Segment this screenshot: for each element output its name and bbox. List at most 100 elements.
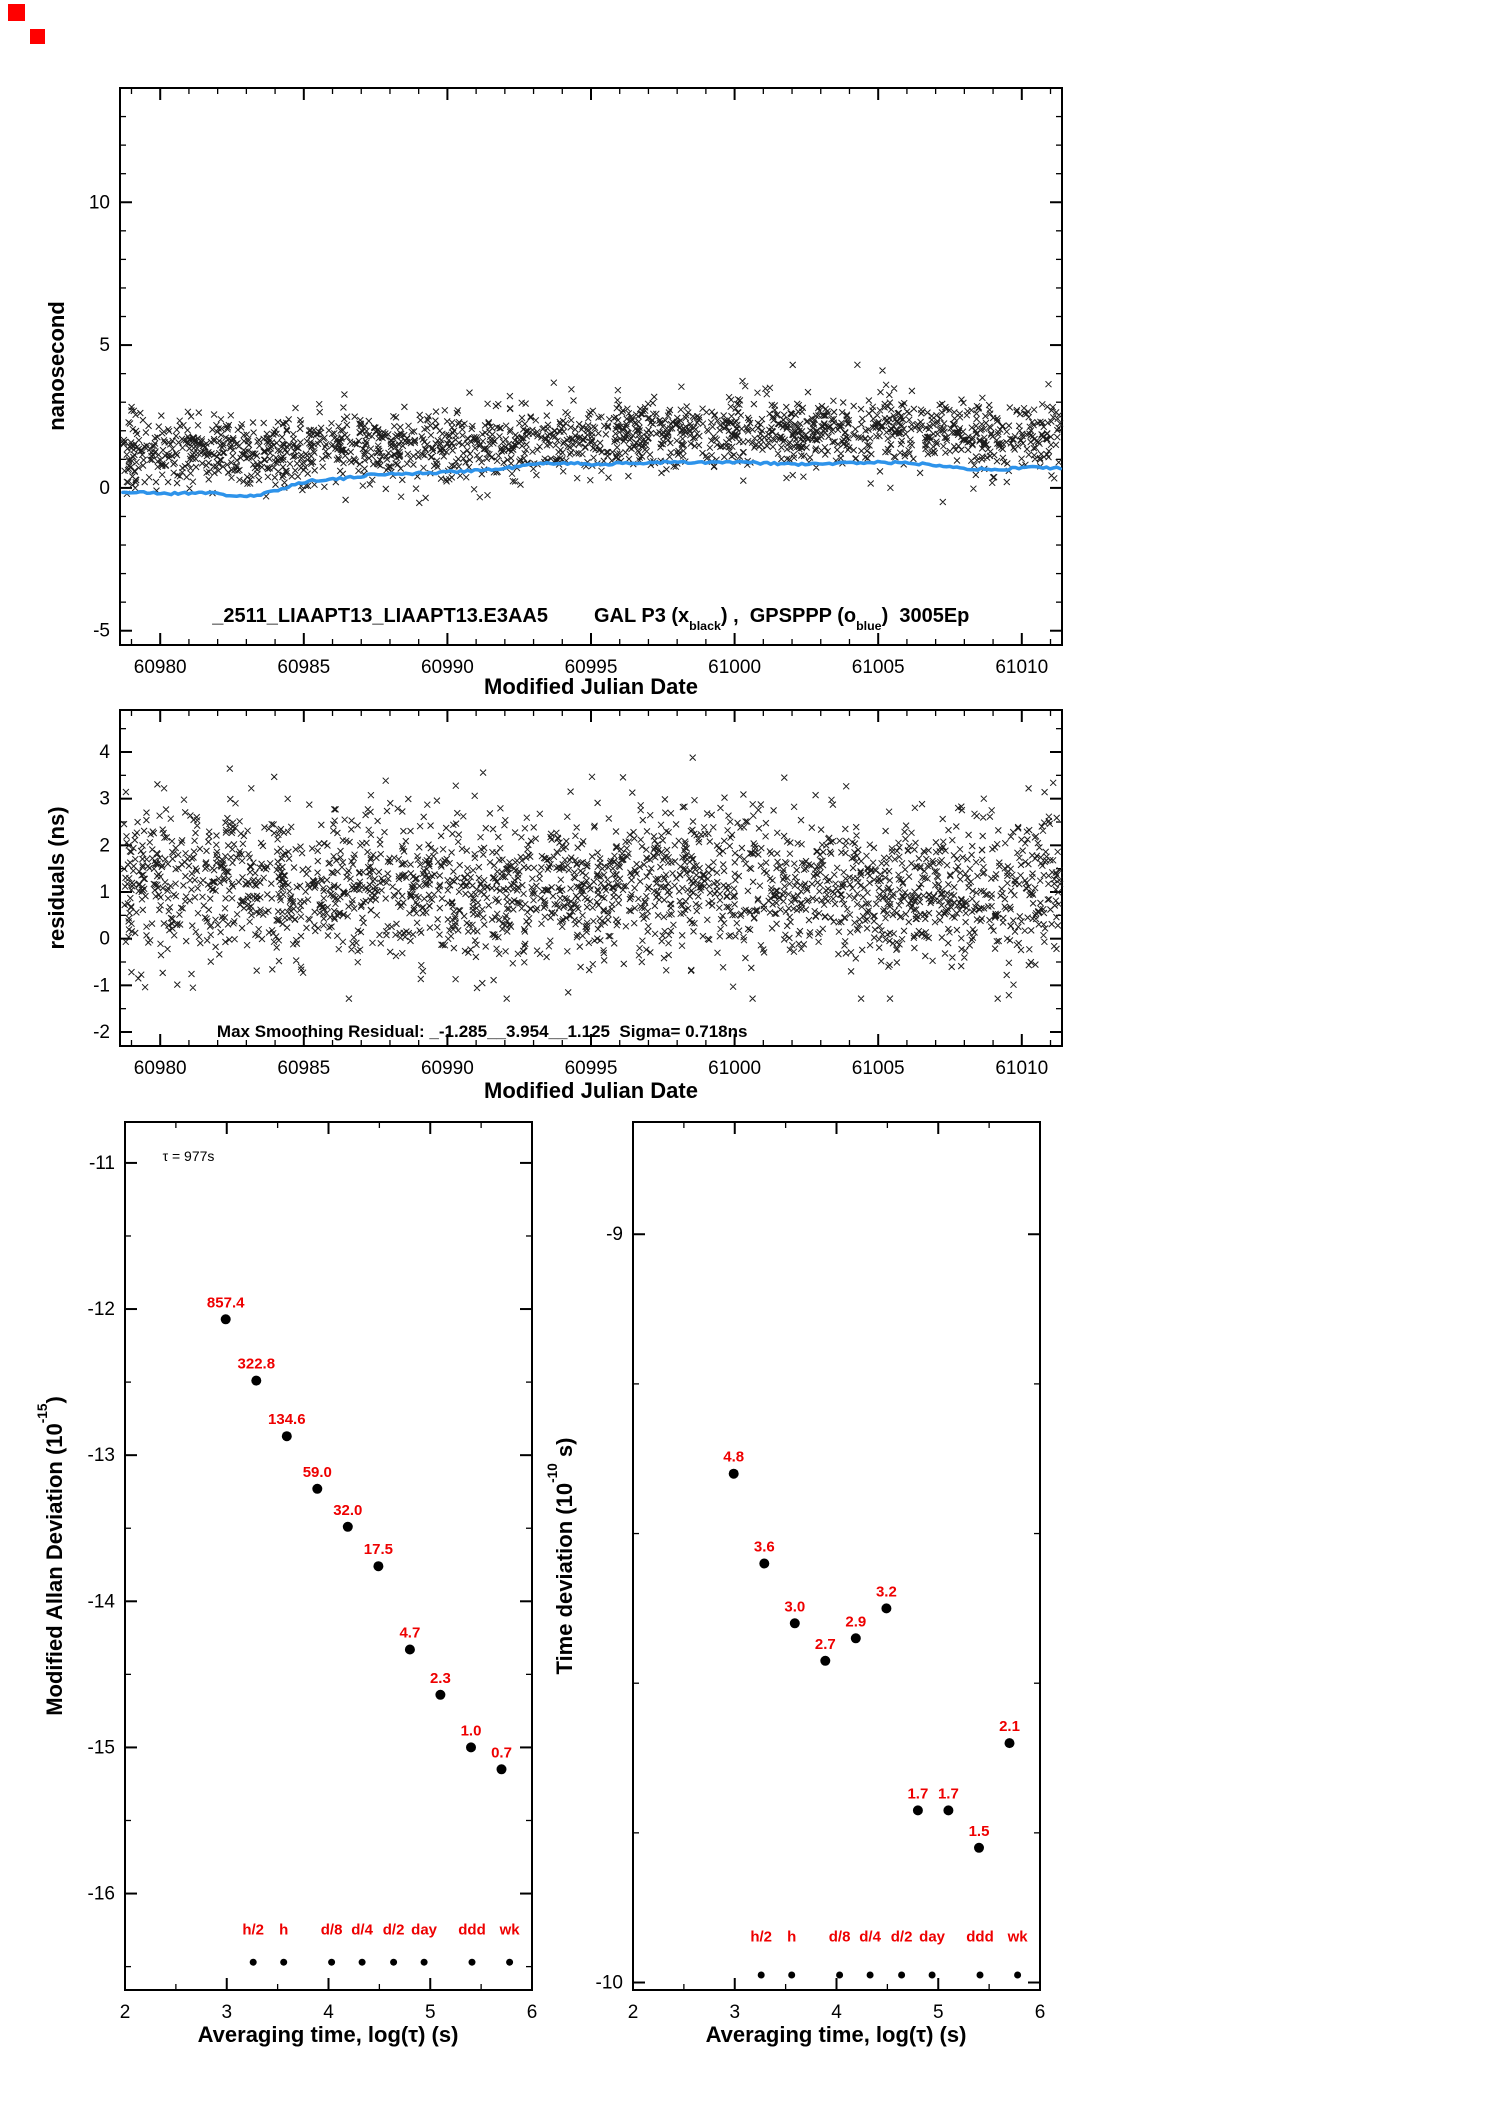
time-marker-label: h xyxy=(787,1928,796,1945)
y-tick-label: -11 xyxy=(89,1153,115,1174)
x-tick-label: 5 xyxy=(933,2002,944,2023)
time-marker-label: h/2 xyxy=(750,1928,772,1945)
deviation-point-label: 3.2 xyxy=(876,1583,897,1600)
x-tick-label: 5 xyxy=(425,2002,436,2023)
deviation-point xyxy=(820,1655,831,1666)
time-marker-dot xyxy=(976,1971,984,1979)
x-tick-label: 4 xyxy=(323,2002,334,2023)
gal-series-sub: black xyxy=(689,619,721,634)
panel-4-plot: 2 3 4 5 6 -10 -9 4.8 3.6 3.0 2.7 2.9 3.2 1.7 1.7 1.5 2.1… xyxy=(596,1121,1046,2023)
corner-mark-2 xyxy=(30,29,45,44)
max-smoothing-residual-text: Max Smoothing Residual: _-1.285__3.954__… xyxy=(216,1022,748,1041)
deviation-point xyxy=(404,1644,415,1655)
deviation-point-label: 4.8 xyxy=(723,1449,744,1466)
time-marker-label: day xyxy=(411,1922,438,1939)
gps-series-sub: blue xyxy=(856,619,882,634)
x-tick-label: 61005 xyxy=(852,657,905,678)
tdev-ylabel-exponent: -10 xyxy=(544,1463,560,1483)
deviation-point-label: 134.6 xyxy=(268,1411,306,1428)
y-tick-label: 5 xyxy=(99,335,110,356)
deviation-point xyxy=(342,1521,353,1532)
panel1-x-axis-label: Modified Julian Date xyxy=(484,674,698,700)
deviation-point-label: 1.0 xyxy=(461,1722,482,1739)
GPSPPP-smoothed-line xyxy=(121,459,1063,499)
y-tick-label: -5 xyxy=(93,621,110,642)
deviation-point xyxy=(943,1805,954,1816)
time-marker-dot xyxy=(788,1971,796,1979)
panel2-annotation: Max Smoothing Residual: _-1.285__3.954__… xyxy=(198,1002,748,1062)
y-tick-label: -1 xyxy=(93,975,110,996)
y-tick-label: -13 xyxy=(88,1445,115,1466)
panel1-annotation: _2511_LIAAPT13_LIAAPT13.E3AA5 GAL P3 (xbl… xyxy=(190,582,969,653)
panel2-y-axis-label: residuals (ns) xyxy=(44,806,70,949)
deviation-point xyxy=(789,1618,800,1629)
time-marker-dot xyxy=(898,1971,906,1979)
y-tick-label: -10 xyxy=(596,1973,623,1994)
time-marker-dot xyxy=(358,1958,366,1966)
time-marker-dot xyxy=(866,1971,874,1979)
x-tick-label: 6 xyxy=(1035,2002,1046,2023)
time-marker-dot xyxy=(928,1971,936,1979)
y-tick-label: -16 xyxy=(88,1884,115,1905)
panel1-x-axis-label-text: Modified Julian Date xyxy=(484,674,698,699)
x-tick-label: 61000 xyxy=(708,657,761,678)
deviation-point-label: 17.5 xyxy=(364,1541,393,1558)
corner-mark-1 xyxy=(8,4,25,21)
tdev-ylabel-close: s) xyxy=(552,1437,578,1464)
y-tick-label: -9 xyxy=(606,1224,623,1245)
y-tick-label: -14 xyxy=(88,1591,116,1612)
deviation-point-label: 1.5 xyxy=(969,1823,990,1840)
panel-3-plot: 2 3 4 5 6 -16 -15 -14 -13 -12 -11 857.4 322.8 134.6 59… xyxy=(88,1121,538,2023)
y-tick-label: 3 xyxy=(99,789,110,810)
time-marker-label: d/2 xyxy=(383,1922,405,1939)
x-tick-label: 4 xyxy=(831,2002,842,2023)
y-tick-label: 4 xyxy=(99,742,110,763)
y-tick-label: 1 xyxy=(99,882,110,903)
deviation-point xyxy=(251,1375,262,1386)
time-marker-dot xyxy=(420,1958,428,1966)
x-tick-label: 61005 xyxy=(852,1058,905,1079)
tau-annotation-text: τ = 977s xyxy=(162,1148,215,1164)
time-marker-dot xyxy=(280,1958,288,1966)
deviation-point xyxy=(912,1805,923,1816)
deviation-point xyxy=(220,1314,231,1325)
time-marker-label: d/8 xyxy=(829,1928,851,1945)
tdev-x-axis-label: Averaging time, log(τ) (s) xyxy=(706,2022,967,2048)
x-tick-label: 60990 xyxy=(421,1058,474,1079)
axes-frame xyxy=(124,1121,533,1991)
time-deviation-y-axis-label: Time deviation (10-10 s) xyxy=(544,1437,578,1675)
panel1-y-axis-label-text: nanosecond xyxy=(44,301,69,431)
deviation-point xyxy=(881,1603,892,1614)
deviation-point-label: 322.8 xyxy=(238,1356,276,1373)
time-marker-dot xyxy=(836,1971,844,1979)
allan-ylabel-close: ) xyxy=(42,1396,68,1404)
time-marker-label: ddd xyxy=(966,1928,994,1945)
time-marker-label: d/2 xyxy=(891,1928,913,1945)
x-tick-label: 6 xyxy=(527,2002,538,2023)
tdev-ylabel-base: Time deviation (10 xyxy=(552,1482,578,1675)
time-marker-label: h/2 xyxy=(242,1922,264,1939)
time-marker-dot xyxy=(1014,1971,1022,1979)
y-tick-label: 10 xyxy=(89,192,110,213)
deviation-point xyxy=(466,1742,476,1753)
time-marker-dot xyxy=(468,1958,476,1966)
deviation-point-label: 59.0 xyxy=(303,1464,332,1481)
deviation-point xyxy=(373,1561,384,1572)
panel2-y-axis-label-text: residuals (ns) xyxy=(44,806,69,950)
x-tick-label: 60995 xyxy=(565,1058,618,1079)
axes-frame xyxy=(632,1121,1041,1991)
time-marker-label: wk xyxy=(499,1922,521,1939)
x-tick-label: 60990 xyxy=(421,657,474,678)
deviation-point xyxy=(281,1431,292,1442)
time-marker-label: h xyxy=(279,1922,288,1939)
deviation-point xyxy=(1004,1738,1015,1749)
deviation-point-label: 2.1 xyxy=(999,1718,1020,1735)
tdev-x-axis-label-text: Averaging time, log(τ) (s) xyxy=(705,2022,967,2047)
x-tick-label: 61010 xyxy=(995,657,1048,678)
allan-ylabel-base: Modified Allan Deviation (10 xyxy=(42,1423,68,1716)
deviation-point-label: 1.7 xyxy=(938,1785,959,1802)
allan-x-axis-label-text: Averaging time, log(τ) (s) xyxy=(197,2022,459,2047)
time-marker-label: d/4 xyxy=(859,1928,881,1945)
axes-frame xyxy=(119,87,1063,646)
